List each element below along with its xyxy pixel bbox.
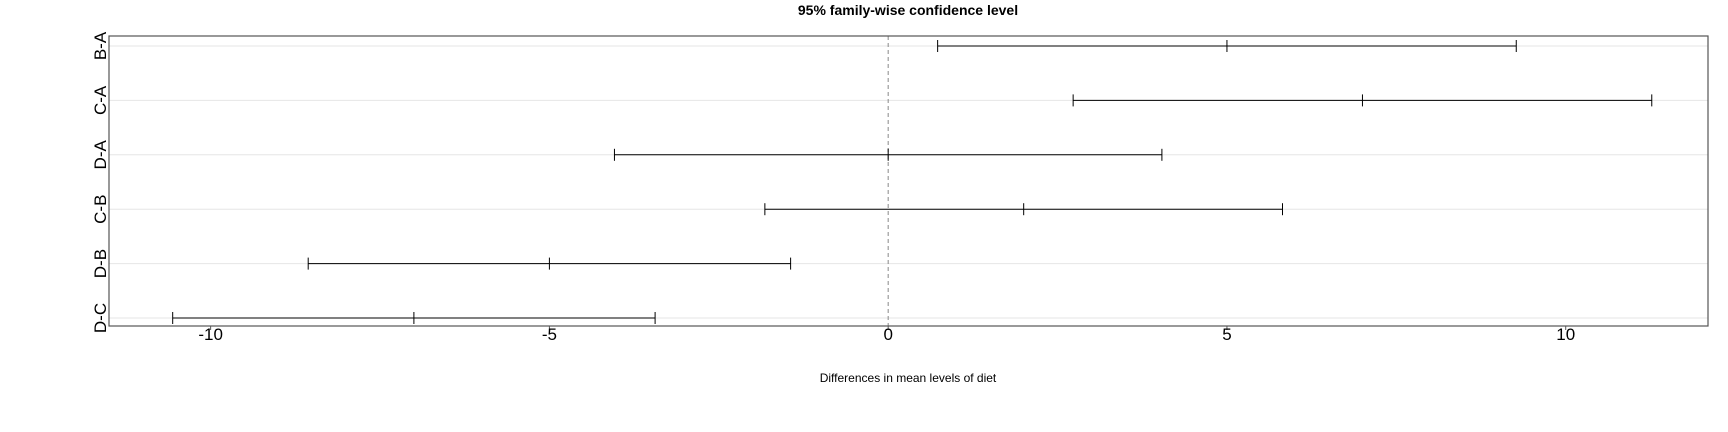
category-label: B-A bbox=[91, 31, 110, 60]
interval-d-b bbox=[307, 257, 792, 270]
x-tick-label: -10 bbox=[198, 325, 223, 344]
x-tick-label: 0 bbox=[883, 325, 892, 344]
x-axis-label: Differences in mean levels of diet bbox=[820, 371, 997, 385]
interval-b-a bbox=[937, 40, 1517, 52]
category-label: C-B bbox=[91, 195, 110, 224]
x-axis-ticks: -10 -5 0 5 10 bbox=[198, 325, 1575, 344]
interval-d-c bbox=[172, 312, 656, 324]
x-tick-label: 10 bbox=[1556, 325, 1575, 344]
x-tick-label: 5 bbox=[1222, 325, 1231, 344]
category-label: D-A bbox=[91, 140, 110, 170]
category-label: C-A bbox=[91, 85, 110, 115]
confidence-intervals bbox=[172, 40, 1653, 324]
plot-frame bbox=[108, 35, 1709, 327]
interval-d-a bbox=[613, 148, 1163, 161]
comparison-labels: B-A C-A D-A C-B D-B D-C bbox=[91, 31, 110, 333]
category-label: D-C bbox=[91, 303, 110, 333]
grid-lines bbox=[109, 45, 1708, 319]
interval-c-b bbox=[764, 203, 1284, 216]
category-label: D-B bbox=[91, 249, 110, 278]
x-tick-label: -5 bbox=[542, 325, 557, 344]
interval-c-a bbox=[1072, 94, 1653, 107]
chart-title: 95% family-wise confidence level bbox=[798, 2, 1018, 18]
